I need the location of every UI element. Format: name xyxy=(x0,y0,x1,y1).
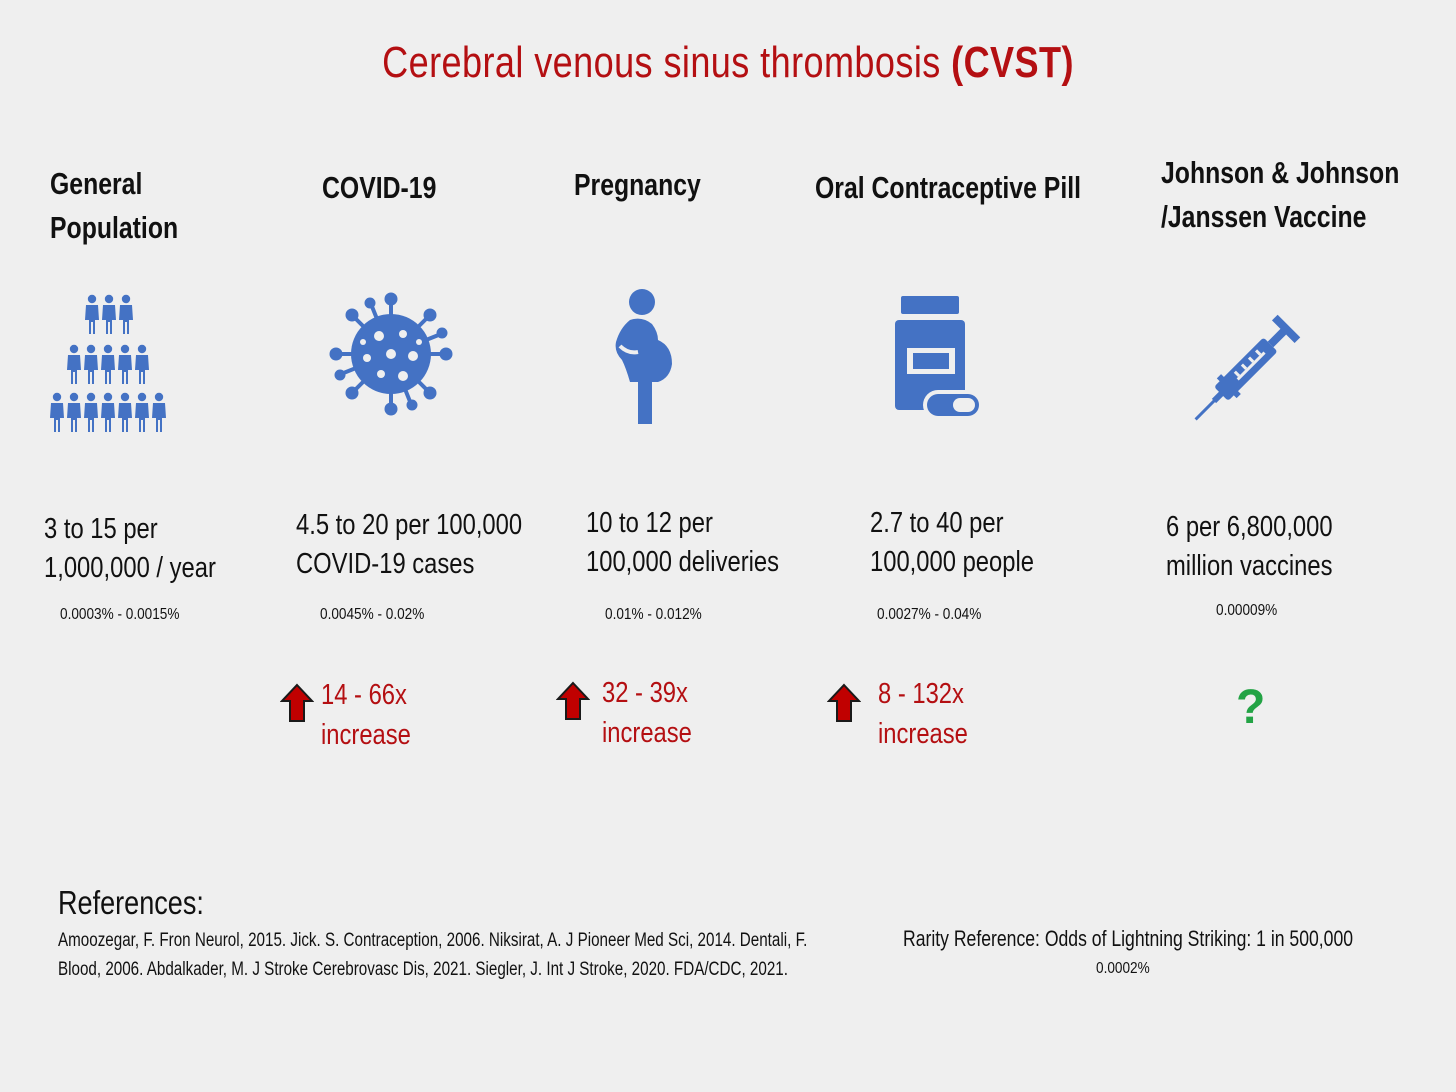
stat-line: 2.7 to 40 per xyxy=(870,507,1004,539)
reference-line: Blood, 2006. Abdalkader, M. J Stroke Cer… xyxy=(58,959,788,980)
category-line: Population xyxy=(50,210,179,245)
references-text: Amoozegar, F. Fron Neurol, 2015. Jick. S… xyxy=(58,926,807,984)
increase-line: increase xyxy=(602,717,692,749)
stat-line: 1,000,000 / year xyxy=(44,552,216,584)
title-abbr: (CVST) xyxy=(951,38,1074,87)
category-covid: COVID-19 xyxy=(322,170,437,205)
category-line: Johnson & Johnson xyxy=(1161,155,1400,190)
increase-line: increase xyxy=(878,718,968,750)
increase-covid: 14 - 66x increase xyxy=(321,675,411,755)
stat-oral-contraceptive: 2.7 to 40 per 100,000 people xyxy=(870,504,1034,582)
category-pregnancy: Pregnancy xyxy=(574,167,701,202)
stat-line: 3 to 15 per xyxy=(44,513,158,545)
title-main: Cerebral venous sinus thrombosis xyxy=(382,38,952,87)
stat-covid: 4.5 to 20 per 100,000 COVID-19 cases xyxy=(296,506,522,584)
category-oral-contraceptive: Oral Contraceptive Pill xyxy=(815,170,1081,205)
pregnant-woman-icon xyxy=(615,289,672,424)
virus-icon xyxy=(329,292,453,416)
increase-line: increase xyxy=(321,719,411,751)
rarity-percent: 0.0002% xyxy=(1096,960,1150,977)
percent-covid: 0.0045% - 0.02% xyxy=(320,606,425,623)
stat-jj-vaccine: 6 per 6,800,000 million vaccines xyxy=(1166,508,1333,586)
up-arrow-icon xyxy=(556,681,590,720)
percent-jj-vaccine: 0.00009% xyxy=(1216,602,1278,619)
page-title: Cerebral venous sinus thrombosis (CVST) xyxy=(131,38,1325,88)
increase-oral-contraceptive: 8 - 132x increase xyxy=(878,674,968,754)
reference-line: Amoozegar, F. Fron Neurol, 2015. Jick. S… xyxy=(58,930,808,951)
pill-bottle-icon xyxy=(895,296,983,420)
increase-line: 14 - 66x xyxy=(321,679,407,711)
unknown-question-mark: ? xyxy=(1236,681,1266,734)
references-heading: References: xyxy=(58,884,204,921)
syringe-icon xyxy=(1194,314,1301,421)
category-line: General xyxy=(50,166,143,201)
percent-general-population: 0.0003% - 0.0015% xyxy=(60,606,180,623)
category-line: /Janssen Vaccine xyxy=(1161,199,1367,234)
stat-line: COVID-19 cases xyxy=(296,548,475,580)
percent-oral-contraceptive: 0.0027% - 0.04% xyxy=(877,606,982,623)
increase-line: 8 - 132x xyxy=(878,678,964,710)
stat-pregnancy: 10 to 12 per 100,000 deliveries xyxy=(586,504,779,582)
increase-line: 32 - 39x xyxy=(602,677,688,709)
stat-general-population: 3 to 15 per 1,000,000 / year xyxy=(44,510,216,588)
up-arrow-icon xyxy=(280,683,314,722)
up-arrow-icon xyxy=(827,683,861,722)
increase-pregnancy: 32 - 39x increase xyxy=(602,673,692,753)
stat-line: 100,000 people xyxy=(870,546,1034,578)
stat-line: 10 to 12 per xyxy=(586,507,713,539)
stat-line: 100,000 deliveries xyxy=(586,546,780,578)
percent-pregnancy: 0.01% - 0.012% xyxy=(605,606,702,623)
rarity-reference: Rarity Reference: Odds of Lightning Stri… xyxy=(903,926,1354,951)
stat-line: 6 per 6,800,000 xyxy=(1166,511,1333,543)
stat-line: 4.5 to 20 per 100,000 xyxy=(296,509,523,541)
stat-line: million vaccines xyxy=(1166,550,1333,582)
category-general-population: General Population xyxy=(50,162,178,250)
category-jj-vaccine: Johnson & Johnson /Janssen Vaccine xyxy=(1161,151,1399,239)
people-pyramid-icon xyxy=(50,294,166,432)
